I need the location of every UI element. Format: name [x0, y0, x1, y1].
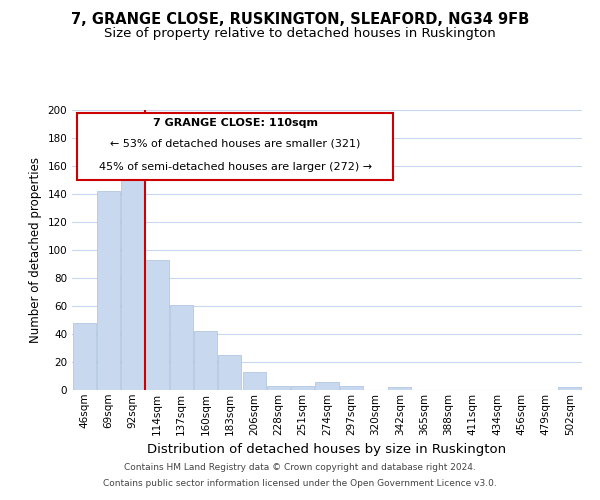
- Bar: [559, 387, 581, 390]
- Bar: [316, 382, 338, 390]
- X-axis label: Distribution of detached houses by size in Ruskington: Distribution of detached houses by size …: [148, 443, 506, 456]
- Bar: [340, 386, 363, 390]
- Text: Contains HM Land Registry data © Crown copyright and database right 2024.: Contains HM Land Registry data © Crown c…: [124, 464, 476, 472]
- Bar: [388, 387, 412, 390]
- Text: Contains public sector information licensed under the Open Government Licence v3: Contains public sector information licen…: [103, 478, 497, 488]
- Bar: [121, 164, 144, 390]
- Bar: [291, 386, 314, 390]
- Bar: [97, 191, 120, 390]
- Text: 7, GRANGE CLOSE, RUSKINGTON, SLEAFORD, NG34 9FB: 7, GRANGE CLOSE, RUSKINGTON, SLEAFORD, N…: [71, 12, 529, 28]
- Text: 7 GRANGE CLOSE: 110sqm: 7 GRANGE CLOSE: 110sqm: [153, 118, 318, 128]
- Text: 45% of semi-detached houses are larger (272) →: 45% of semi-detached houses are larger (…: [98, 162, 372, 172]
- Bar: [73, 323, 95, 390]
- Bar: [170, 304, 193, 390]
- Text: ← 53% of detached houses are smaller (321): ← 53% of detached houses are smaller (32…: [110, 138, 361, 148]
- Bar: [267, 386, 290, 390]
- Bar: [242, 372, 266, 390]
- Text: Size of property relative to detached houses in Ruskington: Size of property relative to detached ho…: [104, 28, 496, 40]
- Bar: [194, 331, 217, 390]
- Bar: [145, 260, 169, 390]
- Bar: [218, 355, 241, 390]
- Y-axis label: Number of detached properties: Number of detached properties: [29, 157, 42, 343]
- FancyBboxPatch shape: [77, 113, 394, 180]
